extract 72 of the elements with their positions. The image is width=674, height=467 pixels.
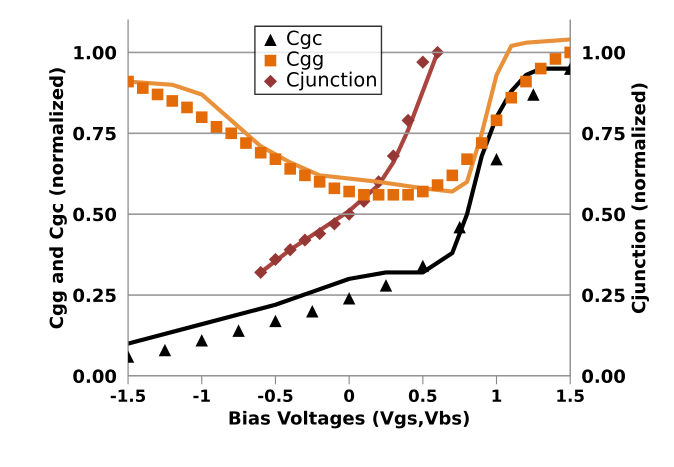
point [254,146,267,159]
point [446,170,458,182]
point [490,152,503,166]
point [270,153,282,165]
x-tick-label: 1.5 [557,390,584,402]
point [343,186,355,198]
point [527,88,540,101]
point [181,102,193,114]
point [254,266,268,279]
y2-tick-label: 0.25 [582,288,625,302]
point [386,149,400,163]
y-tick-label: 0.50 [73,208,116,222]
point [401,114,415,127]
point [232,324,245,337]
legend-label: Cgg [287,51,323,70]
y2-tick-label: 1.00 [583,46,625,60]
point [328,182,340,194]
point [298,233,312,247]
point [372,188,384,201]
y2-tick-label: 0.50 [582,208,625,222]
point [314,176,326,188]
x-tick-label: -0.5 [258,389,292,402]
point [520,76,532,88]
point [306,305,318,318]
point [313,227,326,240]
point [196,334,208,347]
point [299,170,311,182]
point [476,137,488,149]
point [550,53,562,65]
point [358,188,370,201]
point [225,127,238,140]
point [328,217,341,230]
x-tick-label: 0 [344,389,354,402]
point [284,163,296,175]
y-axis-title: Cgg and Cgc (normalized) [49,68,67,328]
point [453,220,466,234]
point [534,62,547,74]
point [284,243,297,256]
point [268,252,282,266]
point [152,88,164,100]
point [461,153,473,165]
point [240,137,252,149]
x-tick-label: -1 [193,390,210,402]
point [342,292,356,305]
point [505,92,518,104]
x-tick-label: 0.5 [408,389,436,402]
y2-tick-label: 0.00 [582,369,625,384]
legend-label: Cgc [287,30,322,49]
y-tick-label: 0.75 [73,126,116,140]
point [166,95,178,107]
y-tick-label: 1.00 [74,46,116,60]
point [380,279,392,292]
point [432,179,444,191]
point [416,56,430,69]
x-tick-label: -1.5 [110,390,146,402]
point [490,114,502,126]
x-axis-title: Bias Voltages (Vgs,Vbs) [230,410,469,428]
y2-axis-title: Cjunction (normalized) [631,84,650,314]
y2-tick-label: 0.75 [582,126,625,140]
legend-label: Cjunction [287,72,376,90]
point [402,188,414,201]
y-tick-label: 0.25 [73,288,116,302]
point [158,344,172,356]
point [269,314,282,328]
point [417,186,429,198]
point [136,82,149,94]
y-tick-label: 0.00 [73,369,116,384]
point [388,188,400,201]
point [196,111,208,123]
point [210,121,222,133]
point [416,260,430,272]
x-tick-label: 1 [492,390,502,402]
